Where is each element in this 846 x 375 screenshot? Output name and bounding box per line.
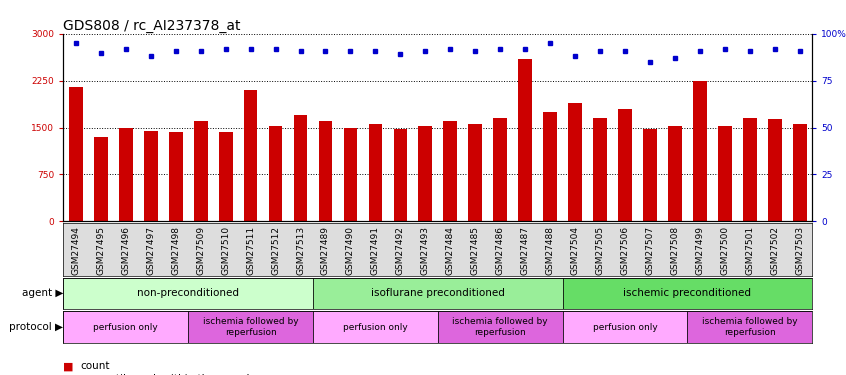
Text: isoflurane preconditioned: isoflurane preconditioned [371, 288, 505, 298]
Text: GSM27493: GSM27493 [420, 226, 430, 275]
Bar [119, 128, 133, 221]
Bar [219, 132, 233, 221]
Text: GSM27504: GSM27504 [570, 226, 580, 275]
Bar [563, 278, 812, 309]
Text: GSM27506: GSM27506 [620, 226, 629, 275]
Bar [519, 59, 532, 221]
Bar [343, 128, 357, 221]
Bar [768, 119, 782, 221]
Text: GSM27484: GSM27484 [446, 226, 455, 274]
Bar [393, 129, 407, 221]
Text: GSM27497: GSM27497 [146, 226, 156, 275]
Text: GSM27512: GSM27512 [271, 226, 280, 275]
Text: GSM27495: GSM27495 [96, 226, 106, 275]
Bar [563, 311, 687, 343]
Text: GSM27492: GSM27492 [396, 226, 405, 274]
Bar [668, 126, 682, 221]
Text: GSM27503: GSM27503 [795, 226, 805, 275]
Bar [94, 137, 107, 221]
Bar [469, 124, 482, 221]
Bar [294, 115, 307, 221]
Text: GSM27508: GSM27508 [670, 226, 679, 275]
Bar [169, 132, 183, 221]
Text: GSM27498: GSM27498 [171, 226, 180, 275]
Text: count: count [80, 362, 110, 371]
Text: GSM27511: GSM27511 [246, 226, 255, 275]
Text: GSM27491: GSM27491 [371, 226, 380, 275]
Text: GSM27499: GSM27499 [695, 226, 705, 275]
Text: GSM27494: GSM27494 [71, 226, 80, 274]
Text: GSM27500: GSM27500 [720, 226, 729, 275]
Text: GSM27486: GSM27486 [496, 226, 505, 275]
Bar [188, 311, 313, 343]
Text: ischemic preconditioned: ischemic preconditioned [624, 288, 751, 298]
Bar [718, 126, 732, 221]
Text: ■: ■ [63, 362, 74, 371]
Bar [793, 124, 806, 221]
Text: agent ▶: agent ▶ [22, 288, 63, 298]
Text: GSM27485: GSM27485 [470, 226, 480, 275]
Bar [569, 102, 582, 221]
Text: perfusion only: perfusion only [592, 322, 657, 332]
Bar [269, 126, 283, 221]
Text: GSM27509: GSM27509 [196, 226, 206, 275]
Bar [63, 278, 313, 309]
Text: GSM27505: GSM27505 [596, 226, 605, 275]
Text: GSM27496: GSM27496 [121, 226, 130, 275]
Bar [493, 118, 507, 221]
Text: GSM27510: GSM27510 [221, 226, 230, 275]
Bar [543, 112, 557, 221]
Bar [319, 121, 332, 221]
Bar [437, 311, 563, 343]
Text: GDS808 / rc_AI237378_at: GDS808 / rc_AI237378_at [63, 19, 241, 33]
Bar [419, 126, 432, 221]
Bar [194, 121, 207, 221]
Text: perfusion only: perfusion only [343, 322, 408, 332]
Text: protocol ▶: protocol ▶ [9, 322, 63, 332]
Bar [743, 118, 756, 221]
Bar [63, 311, 188, 343]
Text: ischemia followed by
reperfusion: ischemia followed by reperfusion [702, 318, 798, 337]
Bar [593, 118, 607, 221]
Text: GSM27501: GSM27501 [745, 226, 755, 275]
Bar [144, 130, 157, 221]
Text: GSM27487: GSM27487 [520, 226, 530, 275]
Text: perfusion only: perfusion only [93, 322, 158, 332]
Text: GSM27502: GSM27502 [770, 226, 779, 275]
Bar [244, 90, 257, 221]
Bar [687, 311, 812, 343]
Bar [443, 121, 457, 221]
Text: GSM27507: GSM27507 [645, 226, 655, 275]
Bar [369, 124, 382, 221]
Text: GSM27513: GSM27513 [296, 226, 305, 275]
Bar [618, 109, 632, 221]
Text: GSM27489: GSM27489 [321, 226, 330, 275]
Bar [693, 81, 706, 221]
Text: GSM27490: GSM27490 [346, 226, 355, 275]
Bar [69, 87, 83, 221]
Bar [313, 311, 437, 343]
Text: ischemia followed by
reperfusion: ischemia followed by reperfusion [203, 318, 299, 337]
Text: non-preconditioned: non-preconditioned [137, 288, 239, 298]
Text: ischemia followed by
reperfusion: ischemia followed by reperfusion [453, 318, 548, 337]
Bar [643, 129, 656, 221]
Bar [313, 278, 563, 309]
Text: GSM27488: GSM27488 [546, 226, 555, 275]
